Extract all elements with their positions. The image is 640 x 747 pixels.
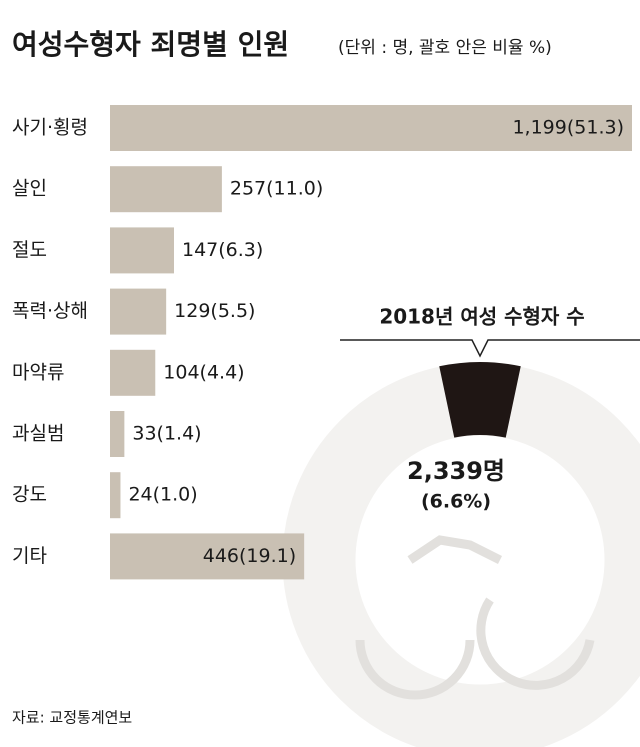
bar: [110, 227, 174, 274]
value-label: 147(6.3): [182, 239, 263, 261]
callout-line: [340, 339, 640, 358]
value-label: 24(1.0): [128, 484, 197, 506]
share-label: (6.6%): [421, 491, 491, 513]
category-label: 절도: [12, 239, 47, 261]
category-label: 사기·횡령: [12, 117, 88, 139]
value-label: 257(11.0): [230, 178, 323, 200]
bar: [110, 472, 121, 519]
category-label: 폭력·상해: [12, 300, 88, 322]
total-label: 2,339명: [407, 457, 505, 485]
callout-title: 2018년 여성 수형자 수: [379, 305, 584, 329]
value-label: 33(1.4): [132, 423, 201, 445]
share-segment: [439, 362, 521, 438]
category-label: 기타: [12, 545, 47, 567]
value-label: 104(4.4): [163, 361, 244, 383]
chart-title: 여성수형자 죄명별 인원: [12, 28, 289, 61]
bar: [110, 349, 156, 396]
category-label: 마약류: [12, 361, 64, 383]
chart-subtitle: (단위 : 명, 괄호 안은 비율 %): [338, 38, 552, 58]
bar: [110, 288, 167, 335]
source: 자료: 교정통계연보: [12, 709, 132, 727]
handcuff-icon: [355, 535, 595, 700]
category-label: 살인: [12, 178, 47, 200]
bar: [110, 533, 305, 580]
bar: [110, 411, 125, 457]
value-label: 129(5.5): [174, 300, 255, 322]
value-label: 1,199(51.3): [512, 117, 624, 139]
value-label: 446(19.1): [203, 545, 296, 567]
category-label: 과실범: [12, 423, 64, 445]
category-label: 강도: [12, 484, 47, 506]
bar: [110, 105, 632, 151]
bar: [110, 166, 222, 213]
